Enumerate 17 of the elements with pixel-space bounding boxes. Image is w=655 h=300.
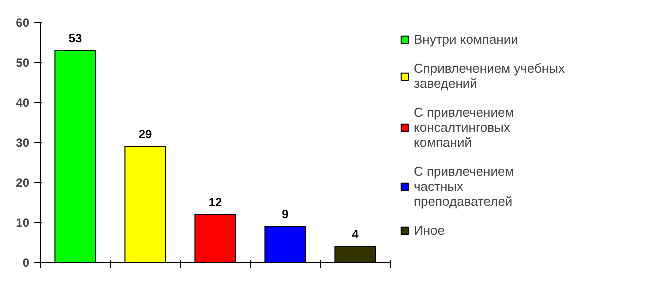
y-tick-label: 50 xyxy=(16,56,30,70)
y-tick-label: 40 xyxy=(16,96,30,110)
data-label: 12 xyxy=(208,196,222,210)
y-tick-label: 30 xyxy=(16,136,30,150)
legend-label: С привлечением консалтинговых компаний xyxy=(414,105,514,150)
legend-label: Внутри компании xyxy=(414,32,518,47)
y-tick-label: 60 xyxy=(16,16,30,30)
data-label: 29 xyxy=(138,128,152,142)
legend-label: Иное xyxy=(414,223,445,238)
legend-label: С привлечением частных преподавателей xyxy=(414,164,514,209)
legend-label: Спривлечением учебных заведений xyxy=(414,61,565,91)
y-tick-label: 0 xyxy=(22,256,30,270)
data-label: 53 xyxy=(68,32,82,46)
data-label: 9 xyxy=(282,208,290,222)
data-label: 4 xyxy=(352,228,360,242)
y-tick-label: 20 xyxy=(16,176,30,190)
y-tick-label: 10 xyxy=(16,216,30,230)
